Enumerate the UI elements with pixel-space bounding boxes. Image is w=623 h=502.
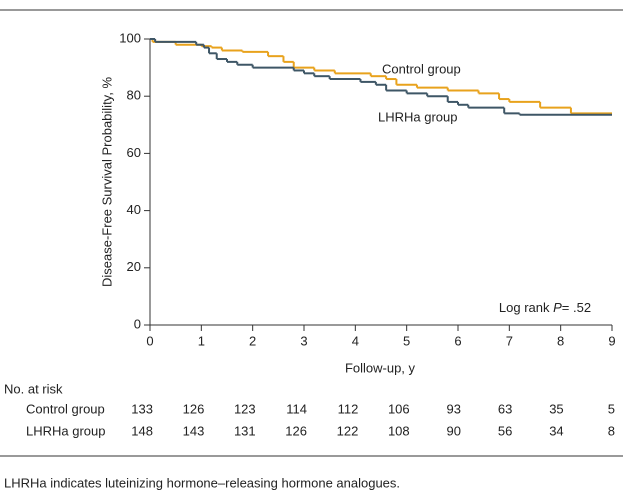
risk-count: 126 <box>183 401 205 416</box>
risk-count: 112 <box>338 401 359 416</box>
x-tick-label: 6 <box>454 333 461 348</box>
annotation: Log rank P= .52 <box>499 300 591 315</box>
risk-title: No. at risk <box>4 381 63 396</box>
x-tick-label: 9 <box>608 333 615 348</box>
annotation-prefix: Log rank <box>499 300 550 315</box>
x-tick-label: 1 <box>198 333 205 348</box>
y-tick-label: 0 <box>134 316 141 331</box>
y-tick-label: 100 <box>119 30 141 45</box>
x-tick-label: 5 <box>403 333 410 348</box>
x-tick-label: 3 <box>300 333 307 348</box>
risk-row-label: Control group <box>26 401 105 416</box>
risk-row-label: LHRHa group <box>26 423 106 438</box>
risk-count: 8 <box>608 423 615 438</box>
risk-count: 63 <box>498 401 512 416</box>
risk-count: 108 <box>388 423 410 438</box>
risk-count: 35 <box>549 401 563 416</box>
y-tick-label: 60 <box>127 145 141 160</box>
risk-count: 131 <box>234 423 256 438</box>
x-tick-label: 2 <box>249 333 256 348</box>
x-tick-label: 8 <box>557 333 564 348</box>
x-tick-label: 4 <box>352 333 359 348</box>
risk-count: 90 <box>447 423 461 438</box>
risk-count: 34 <box>549 423 563 438</box>
risk-count: 5 <box>608 401 615 416</box>
y-tick-label: 20 <box>127 259 141 274</box>
x-tick-label: 7 <box>506 333 513 348</box>
series-label: LHRHa group <box>378 109 458 124</box>
risk-count: 123 <box>234 401 256 416</box>
risk-count: 126 <box>285 423 307 438</box>
annotation-italic: P <box>553 300 562 315</box>
risk-count: 106 <box>388 401 410 416</box>
x-axis-title: Follow-up, y <box>345 360 416 375</box>
y-axis-title: Disease-Free Survival Probability, % <box>99 77 114 287</box>
risk-count: 143 <box>183 423 205 438</box>
risk-count: 56 <box>498 423 512 438</box>
y-tick-label: 40 <box>127 202 141 217</box>
series-label: Control group <box>382 61 461 76</box>
x-tick-label: 0 <box>146 333 153 348</box>
y-tick-label: 80 <box>127 88 141 103</box>
risk-count: 114 <box>286 401 307 416</box>
risk-count: 148 <box>131 423 153 438</box>
risk-count: 122 <box>337 423 359 438</box>
footnote: LHRHa indicates luteinizing hormone–rele… <box>4 475 400 490</box>
annotation-suffix: = .52 <box>562 300 591 315</box>
risk-count: 133 <box>131 401 153 416</box>
risk-count: 93 <box>447 401 461 416</box>
